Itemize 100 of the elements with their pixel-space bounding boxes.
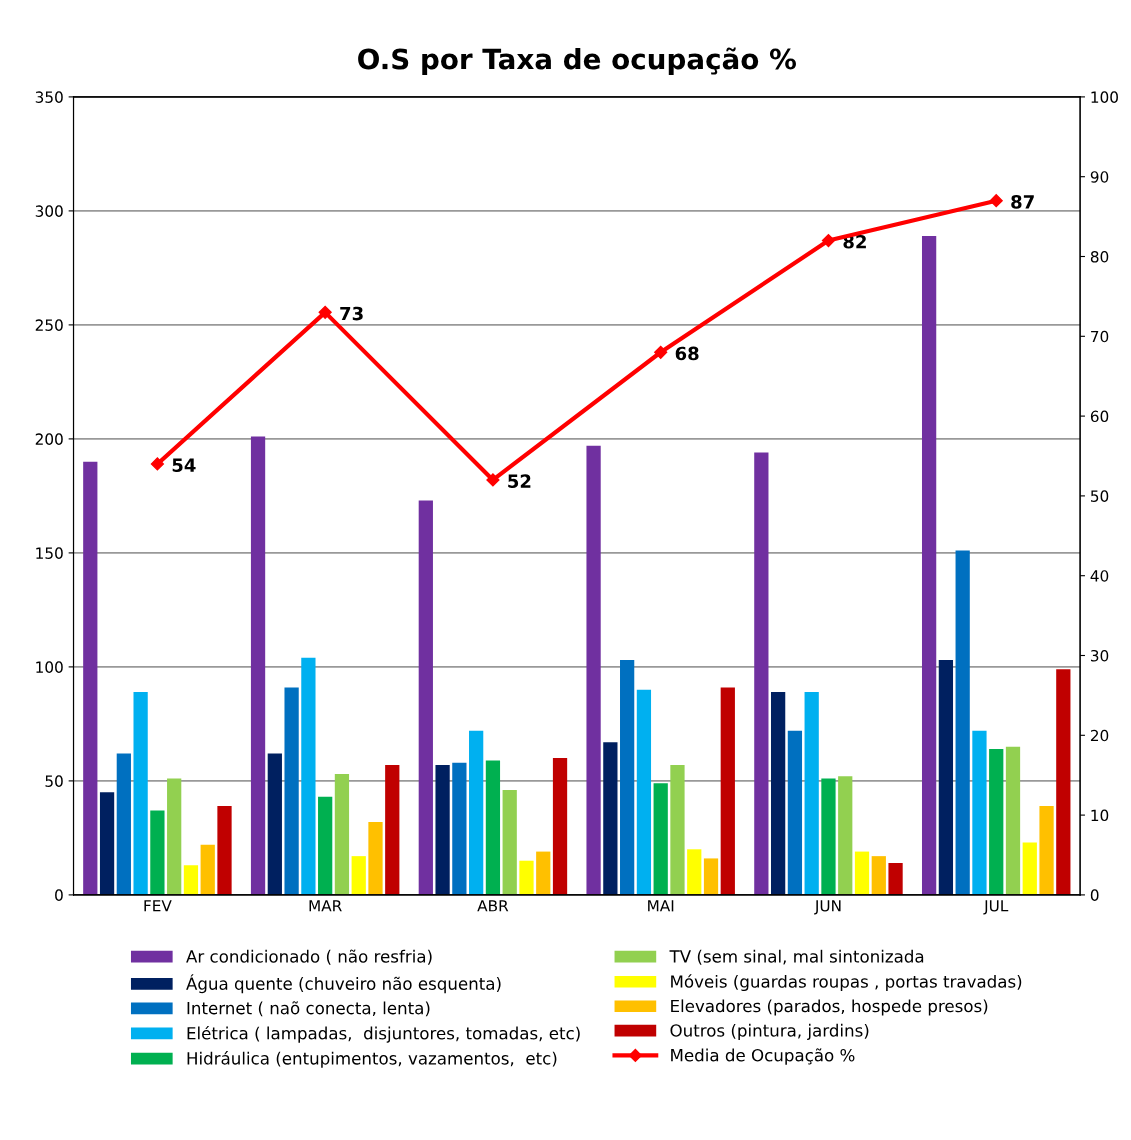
bar — [435, 764, 450, 895]
bar — [703, 858, 719, 895]
point — [318, 305, 332, 319]
point — [821, 233, 836, 248]
y2-tick-label: 50 — [1091, 490, 1109, 502]
bar — [116, 753, 131, 895]
bar — [418, 500, 433, 895]
bar — [217, 805, 232, 895]
legend-label: Outros (pintura, jardins) — [670, 1023, 869, 1040]
bar — [586, 445, 601, 895]
bar — [620, 660, 635, 895]
bar — [267, 753, 282, 895]
y2-tick-label: 60 — [1090, 410, 1109, 423]
legend-label: Ar condicionado ( não resfria) — [186, 949, 432, 965]
bar — [334, 774, 350, 895]
y2-tick-label: 40 — [1090, 570, 1109, 582]
bar — [972, 730, 987, 895]
bar — [921, 235, 937, 895]
bar — [871, 856, 886, 895]
bar — [200, 844, 215, 895]
y-tick-label: 150 — [36, 547, 63, 559]
bar — [469, 730, 484, 895]
point — [654, 345, 668, 359]
y-tick-label: 0 — [55, 889, 63, 901]
point — [989, 194, 1003, 208]
legend-label: Internet ( naõ conecta, lenta) — [187, 1001, 430, 1017]
bar — [955, 550, 970, 895]
bar — [720, 687, 735, 895]
y-tick-label: 50 — [45, 775, 63, 787]
bar — [368, 821, 383, 895]
legend-label: Móveis (guardas roupas , portas travadas) — [671, 974, 1022, 992]
bar — [1056, 669, 1071, 895]
bar — [804, 691, 819, 895]
bar — [938, 660, 954, 895]
data-label: 73 — [340, 306, 363, 321]
x-tick-label: MAI — [648, 900, 674, 912]
bar — [1005, 746, 1021, 895]
bar — [821, 778, 836, 895]
bar — [519, 860, 534, 895]
y2-tick-label: 100 — [1091, 91, 1118, 103]
y2-tick-label: 20 — [1090, 729, 1109, 742]
bar — [167, 778, 182, 895]
bar — [687, 849, 702, 895]
y2-tick-label: 80 — [1090, 250, 1109, 263]
y2-tick-label: 90 — [1090, 171, 1109, 183]
y2-tick-label: 10 — [1091, 809, 1109, 822]
y-tick-label: 300 — [35, 205, 63, 217]
legend-label: Água quente (chuveiro não esquenta) — [186, 974, 501, 994]
bar — [485, 760, 501, 895]
x-tick-label: FEV — [144, 900, 172, 912]
bar — [989, 748, 1004, 895]
bar — [385, 764, 400, 895]
chart-title: O.S por Taxa de ocupação % — [358, 47, 796, 75]
y-tick-label: 350 — [35, 91, 63, 103]
bar — [1039, 805, 1054, 895]
legend-label: Elétrica ( lampadas, disjuntores, tomadas, etc) — [187, 1025, 580, 1043]
bar — [888, 862, 903, 895]
data-label: 87 — [1011, 195, 1034, 209]
bar — [183, 865, 199, 895]
bar — [301, 657, 316, 895]
point — [150, 457, 164, 471]
y-tick-label: 200 — [35, 433, 63, 445]
bar — [536, 851, 551, 895]
bar — [771, 691, 786, 895]
bar — [754, 452, 769, 895]
x-tick-label: ABR — [477, 900, 509, 912]
bar — [452, 762, 467, 895]
bar — [502, 790, 517, 895]
point — [486, 473, 500, 487]
x-tick-label: JUL — [983, 900, 1009, 915]
x-tick-label: MAR — [309, 900, 342, 912]
bar — [670, 764, 685, 895]
bar — [1022, 842, 1037, 895]
bar — [838, 776, 853, 895]
x-tick-label: JUN — [814, 900, 841, 915]
y-tick-label: 100 — [36, 661, 63, 673]
y2-tick-label: 70 — [1091, 330, 1109, 343]
bar — [636, 689, 652, 895]
y2-tick-label: 0 — [1090, 889, 1099, 901]
bar — [552, 758, 568, 895]
bar — [787, 730, 803, 895]
legend-label: Hidráulica (entupimentos, vazamentos, etc) — [187, 1051, 557, 1068]
y2-tick-label: 30 — [1090, 649, 1109, 662]
bar — [284, 687, 299, 895]
legend-label: Elevadores (parados, hospede presos) — [671, 999, 988, 1016]
data-label: 52 — [508, 474, 531, 488]
bar — [351, 856, 366, 895]
bar — [653, 783, 668, 895]
bar — [83, 461, 98, 895]
legend-label: TV (sem sinal, mal sintonizada — [669, 949, 924, 965]
bar — [133, 691, 148, 895]
bar — [854, 851, 870, 895]
data-label: 68 — [675, 346, 699, 361]
data-label: 54 — [172, 458, 196, 472]
legend-label: Media de Ocupação % — [671, 1048, 855, 1065]
bar — [250, 436, 266, 895]
y-tick-label: 250 — [35, 319, 63, 331]
bar — [318, 796, 333, 895]
bar — [603, 742, 618, 895]
bar — [150, 810, 165, 895]
